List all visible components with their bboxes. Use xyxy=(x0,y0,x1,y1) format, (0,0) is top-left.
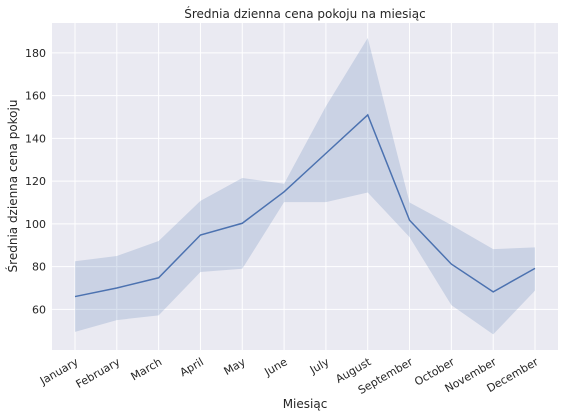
x-tick-label: January xyxy=(37,355,81,388)
data-point xyxy=(367,114,369,116)
y-tick-label: 80 xyxy=(32,261,46,274)
y-tick-label: 60 xyxy=(32,303,46,316)
x-axis-title: Miesiąc xyxy=(283,397,328,411)
y-tick-label: 160 xyxy=(25,90,46,103)
data-point xyxy=(492,291,494,293)
data-point xyxy=(74,296,76,298)
data-point xyxy=(325,152,327,154)
grid xyxy=(52,23,558,350)
data-point xyxy=(534,267,536,269)
y-tick-label: 140 xyxy=(25,132,46,145)
data-point xyxy=(450,263,452,265)
y-tick-label: 100 xyxy=(25,218,46,231)
data-point xyxy=(116,287,118,289)
x-tick-label: May xyxy=(222,355,249,378)
data-point xyxy=(199,234,201,236)
data-point xyxy=(241,222,243,224)
data-point xyxy=(409,219,411,221)
chart-title: Średnia dzienna cena pokoju na miesiąc xyxy=(184,6,425,21)
data-point xyxy=(283,191,285,193)
x-tick-label: April xyxy=(178,355,206,379)
y-axis-ticks: 60 80 100 120 140 160 180 xyxy=(25,47,46,316)
y-tick-label: 180 xyxy=(25,47,46,60)
x-tick-label: July xyxy=(307,355,332,377)
y-axis-title: Średnia dzienna cena pokoju xyxy=(5,100,20,273)
x-tick-label: March xyxy=(129,355,165,383)
confidence-band xyxy=(75,37,535,335)
x-tick-label: June xyxy=(261,355,289,379)
x-tick-label: February xyxy=(74,355,123,391)
y-tick-label: 120 xyxy=(25,175,46,188)
series-line xyxy=(74,113,536,298)
data-point xyxy=(158,277,160,279)
plot-background xyxy=(52,23,558,350)
